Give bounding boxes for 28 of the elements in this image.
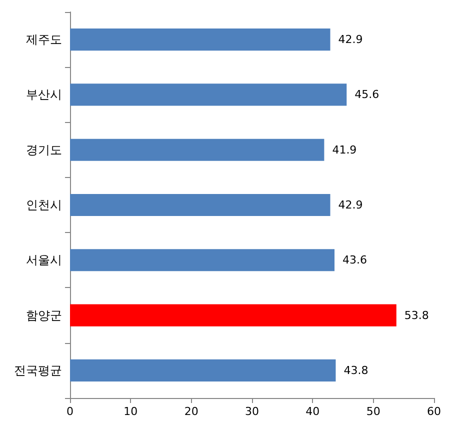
data-label: 42.9 [338,33,363,46]
data-label: 42.9 [338,198,363,212]
data-label: 43.8 [344,364,368,377]
y-tick-label: 인천시 [26,198,62,212]
bar [70,28,330,51]
x-tick-label: 0 [66,405,74,418]
bar [70,249,335,272]
data-label: 45.6 [354,88,380,102]
data-label: 41.9 [332,143,357,156]
x-tick-label: 50 [366,405,380,418]
x-tick-label: 20 [184,405,198,418]
x-tick-label: 60 [427,405,441,418]
y-tick-label: 서울시 [26,253,62,268]
x-tick-label: 40 [306,405,320,418]
x-tick-label: 10 [124,405,138,418]
bar [70,194,330,216]
bar [70,304,396,326]
y-tick-label: 제주도 [26,32,62,47]
y-tick-label: 경기도 [26,142,62,157]
data-label: 53.8 [404,308,429,322]
bar [70,138,324,161]
y-tick-label: 함양군 [26,308,62,322]
y-tick-label: 부산시 [26,88,62,102]
x-tick-label: 30 [245,405,259,418]
bar [70,359,336,382]
bar [70,84,347,106]
data-label: 43.6 [342,254,368,267]
y-tick-label: 전국평균 [14,363,62,378]
